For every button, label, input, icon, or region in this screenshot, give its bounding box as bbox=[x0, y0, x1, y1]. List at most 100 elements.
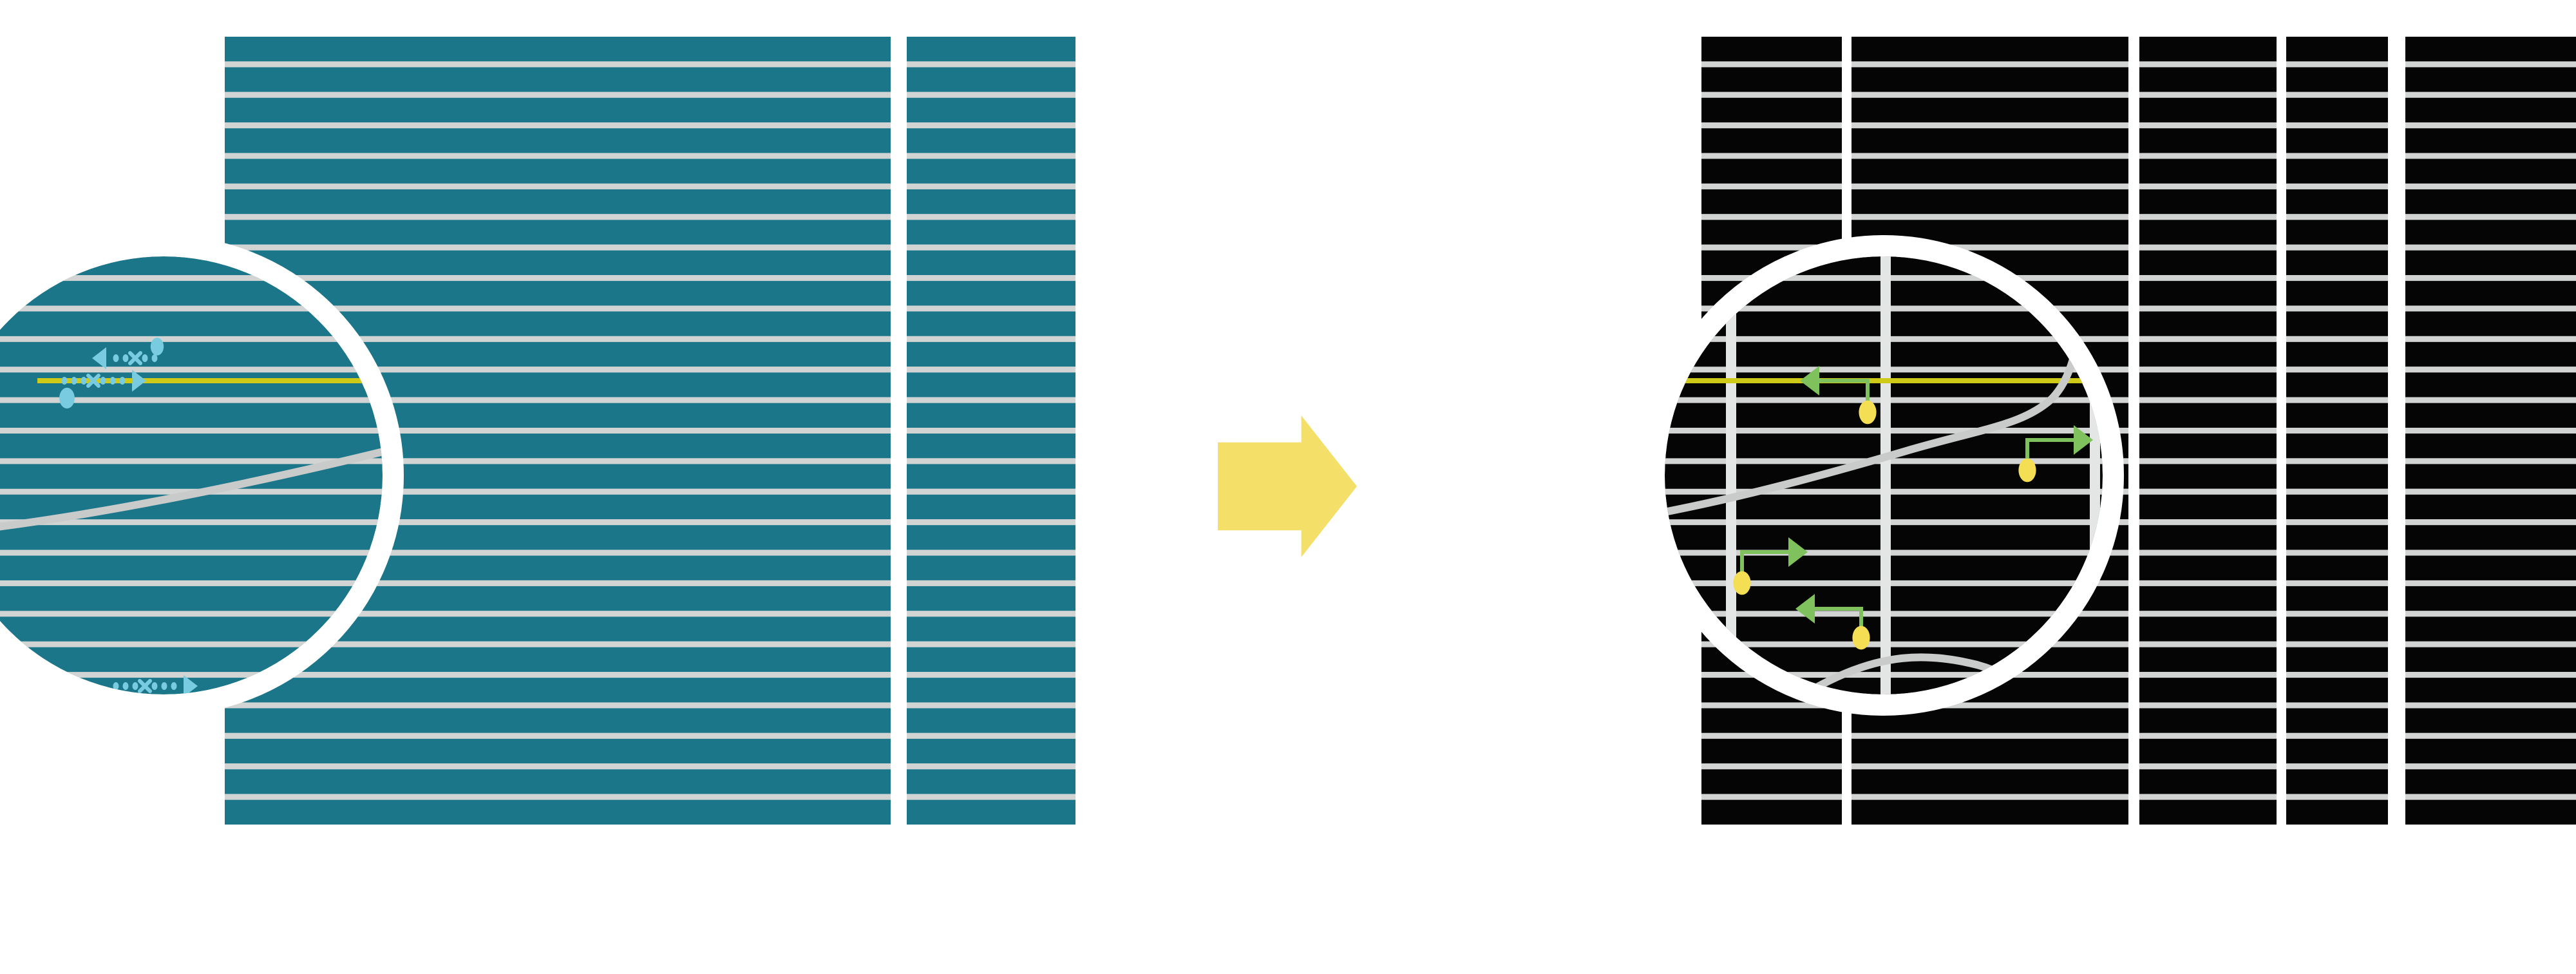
stripe-gridline bbox=[225, 763, 891, 770]
yellow-dot bbox=[1852, 625, 1870, 650]
lens-interior bbox=[1580, 256, 2103, 700]
stripe-gridline bbox=[225, 458, 891, 464]
stripe-bar bbox=[2286, 220, 2388, 245]
stripe-gridline bbox=[2139, 397, 2277, 403]
stripe-bar bbox=[907, 799, 1075, 825]
lens-gridline-h bbox=[0, 336, 383, 342]
stripe-bar bbox=[2286, 738, 2388, 764]
stripe-bar bbox=[907, 97, 1075, 123]
stripe-gridline bbox=[2405, 428, 2576, 434]
stripe-gridline bbox=[225, 549, 891, 556]
stripe-bar bbox=[907, 678, 1075, 703]
elbow-arrow-head bbox=[1788, 537, 1808, 567]
stripe-bar bbox=[2286, 311, 2388, 336]
stripe-gridline bbox=[2405, 549, 2576, 556]
stripe-gridline bbox=[1701, 183, 1842, 189]
yellow-dot bbox=[2018, 458, 2036, 482]
stripe-gridline bbox=[2139, 428, 2277, 434]
dotted-arrow-dot bbox=[115, 712, 121, 720]
stripe-gridline bbox=[2286, 519, 2388, 526]
dotted-arrow-dot bbox=[77, 712, 82, 720]
stripe-gridline bbox=[2286, 122, 2388, 129]
elbow-arrow-stem bbox=[1589, 658, 1636, 688]
stripe-gridline bbox=[2405, 641, 2576, 647]
stripe-gridline bbox=[2139, 458, 2277, 464]
lens-ring bbox=[1643, 235, 2124, 716]
stripe-gridline bbox=[1701, 732, 1842, 739]
stripe-bar bbox=[2286, 616, 2388, 642]
stripe-bar bbox=[2405, 281, 2576, 306]
stripe-bar bbox=[2286, 769, 2388, 794]
stripe-gridline bbox=[2405, 61, 2576, 68]
dotted-arrow-dot bbox=[132, 682, 138, 690]
stripe-bar bbox=[2139, 128, 2277, 153]
stripe-bar bbox=[225, 158, 891, 184]
dotted-arrow-dot bbox=[100, 377, 106, 385]
stripe-bar bbox=[2139, 250, 2277, 276]
dotted-arrow-dot bbox=[125, 712, 131, 720]
stripe-gridline bbox=[2405, 488, 2576, 495]
stripe-bar bbox=[225, 647, 891, 673]
stripe-gridline bbox=[1701, 153, 1842, 159]
stripe-bar bbox=[2139, 311, 2277, 336]
stripe-bar bbox=[907, 738, 1075, 764]
blue-dot bbox=[59, 387, 75, 409]
stripe-gridline bbox=[225, 244, 891, 251]
stripe-gridline bbox=[907, 275, 1075, 282]
stripe-bar bbox=[907, 189, 1075, 215]
stripe-gridline bbox=[907, 672, 1075, 678]
stripe-gridline bbox=[907, 397, 1075, 403]
upper-trend-curve bbox=[0, 267, 383, 532]
dotted-arrow-x bbox=[138, 679, 152, 693]
dotted-arrow-dot bbox=[151, 682, 158, 690]
stripe-gridline bbox=[2286, 488, 2388, 495]
stripe-bar bbox=[1852, 189, 2128, 215]
stripe-gridline bbox=[2405, 305, 2576, 312]
stripe-bar bbox=[2405, 678, 2576, 703]
stripe-bar bbox=[225, 250, 891, 276]
stripe-gridline bbox=[225, 61, 891, 68]
stripe-bar bbox=[1701, 769, 1842, 794]
stripe-bar bbox=[907, 525, 1075, 550]
elbow-arrow-head bbox=[1795, 594, 1815, 624]
stripe-bar bbox=[907, 434, 1075, 459]
stripe-bar bbox=[2405, 372, 2576, 397]
stripe-bar bbox=[907, 281, 1075, 306]
stripe-gridline bbox=[1852, 183, 2128, 189]
stripe-gridline bbox=[2139, 275, 2277, 282]
stripes-outer bbox=[225, 37, 1075, 825]
stripe-bar bbox=[1701, 37, 1842, 62]
stripe-gridline bbox=[2139, 91, 2277, 98]
stripe-gridline bbox=[2139, 153, 2277, 159]
stripe-bar bbox=[1701, 799, 1842, 825]
stripe-gridline bbox=[2405, 580, 2576, 586]
yellow-dot bbox=[1580, 676, 1598, 700]
blue-dotted-arrow bbox=[113, 675, 198, 694]
dotted-arrow-dot bbox=[113, 682, 119, 690]
lens-interior bbox=[0, 256, 383, 720]
lower-trend-curve bbox=[1665, 653, 2103, 694]
stripe-gridline bbox=[225, 397, 891, 403]
stripe-bar bbox=[2286, 372, 2388, 397]
stripe-gridline bbox=[1852, 214, 2128, 220]
stripe-gridline bbox=[2286, 428, 2388, 434]
stripe-bar bbox=[2139, 220, 2277, 245]
stripe-gridline bbox=[2286, 763, 2388, 770]
stripe-gridline bbox=[2286, 641, 2388, 647]
stripe-gridline bbox=[2286, 336, 2388, 342]
stripe-bar bbox=[907, 311, 1075, 336]
stripe-bar bbox=[907, 769, 1075, 794]
stripe-gridline bbox=[2405, 275, 2576, 282]
stripe-bar bbox=[2405, 799, 2576, 825]
stripe-bar bbox=[2405, 708, 2576, 733]
stripe-bar bbox=[2139, 434, 2277, 459]
green-elbow-arrow bbox=[1589, 644, 1655, 688]
stripe-bar bbox=[2286, 189, 2388, 215]
stripe-gridline bbox=[1852, 794, 2128, 800]
stripe-gridline bbox=[2405, 122, 2576, 129]
elbow-arrow-head bbox=[1800, 366, 1819, 396]
stripe-gridline bbox=[2405, 519, 2576, 526]
lens-gridline-h bbox=[0, 641, 383, 647]
stripe-gridline bbox=[2405, 214, 2576, 220]
